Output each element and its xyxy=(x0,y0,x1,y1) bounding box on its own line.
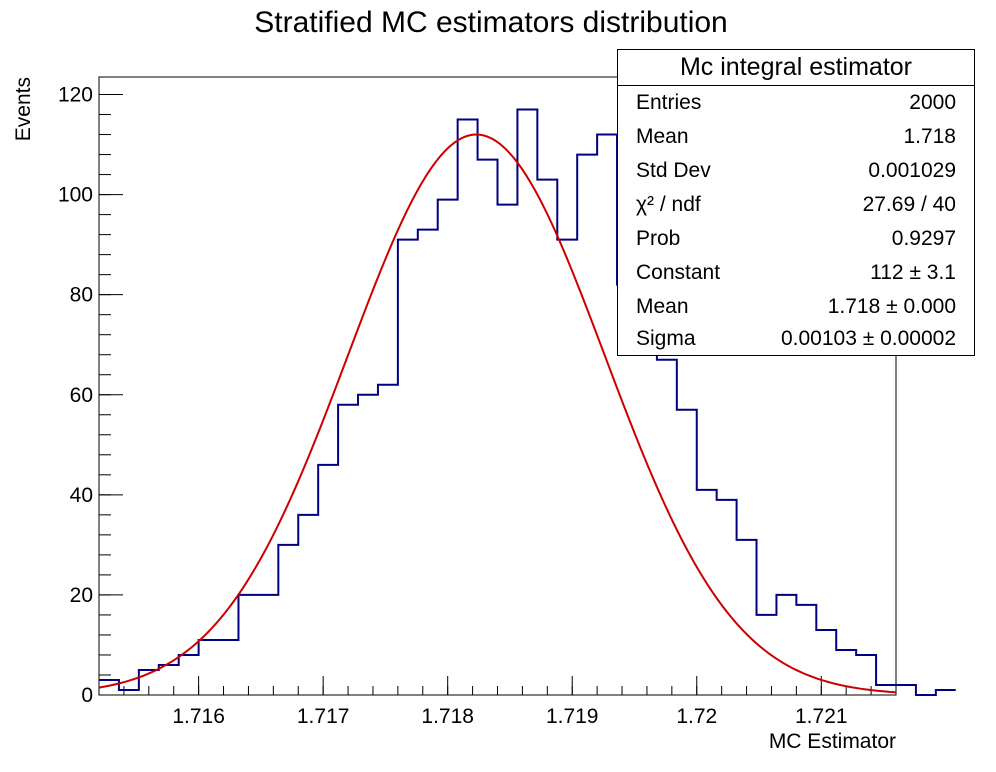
stats-row-sigma: Sigma 0.00103 ± 0.00002 xyxy=(636,324,956,354)
stats-value: 0.00103 ± 0.00002 xyxy=(780,327,956,350)
stats-label: Prob xyxy=(636,227,681,250)
stats-row-prob: Prob 0.9297 xyxy=(636,224,956,254)
x-tick-label: 1.719 xyxy=(546,705,599,728)
gaussian-fit-curve xyxy=(98,133,897,694)
stats-row-mean: Mean 1.718 xyxy=(636,122,956,152)
stats-label: Constant xyxy=(636,261,721,284)
stats-label: Std Dev xyxy=(636,159,711,182)
y-tick-label: 20 xyxy=(70,584,93,607)
stats-value: 2000 xyxy=(909,91,956,114)
x-tick-label: 1.721 xyxy=(795,705,848,728)
stats-value: 0.9297 xyxy=(891,227,956,250)
y-tick-label: 120 xyxy=(58,84,93,107)
x-tick-label: 1.716 xyxy=(172,705,225,728)
stats-box-title: Mc integral estimator xyxy=(618,50,974,86)
stats-label: Entries xyxy=(636,91,702,114)
y-tick-label: 0 xyxy=(81,684,93,707)
x-tick-label: 1.718 xyxy=(421,705,474,728)
stats-row-fit-mean: Mean 1.718 ± 0.000 xyxy=(636,292,956,322)
stats-box: Mc integral estimator Entries 2000 Mean … xyxy=(617,49,975,356)
stats-label: Mean xyxy=(636,125,689,148)
y-tick-label: 40 xyxy=(70,484,93,507)
x-tick-label: 1.72 xyxy=(676,705,717,728)
stats-label: χ² / ndf xyxy=(636,193,701,216)
stats-row-constant: Constant 112 ± 3.1 xyxy=(636,258,956,288)
stats-value: 112 ± 3.1 xyxy=(870,261,956,284)
stats-label: Sigma xyxy=(636,327,696,350)
stats-row-std-dev: Std Dev 0.001029 xyxy=(636,156,956,186)
histogram-bins xyxy=(99,108,956,696)
y-axis-label: Events xyxy=(12,77,35,141)
chart-title: Stratified MC estimators distribution xyxy=(254,6,728,39)
stats-row-entries: Entries 2000 xyxy=(636,88,956,118)
x-axis-label: MC Estimator xyxy=(769,730,896,753)
x-tick-label: 1.717 xyxy=(297,705,350,728)
stats-label: Mean xyxy=(636,295,689,318)
stats-value: 1.718 ± 0.000 xyxy=(827,295,956,318)
stats-value: 0.001029 xyxy=(868,159,956,182)
stats-row-chi2-ndf: χ² / ndf 27.69 / 40 xyxy=(636,190,956,220)
stats-value: 1.718 xyxy=(903,125,956,148)
y-tick-label: 80 xyxy=(70,284,93,307)
stats-value: 27.69 / 40 xyxy=(862,193,956,216)
y-tick-label: 60 xyxy=(70,384,93,407)
y-tick-label: 100 xyxy=(58,184,93,207)
